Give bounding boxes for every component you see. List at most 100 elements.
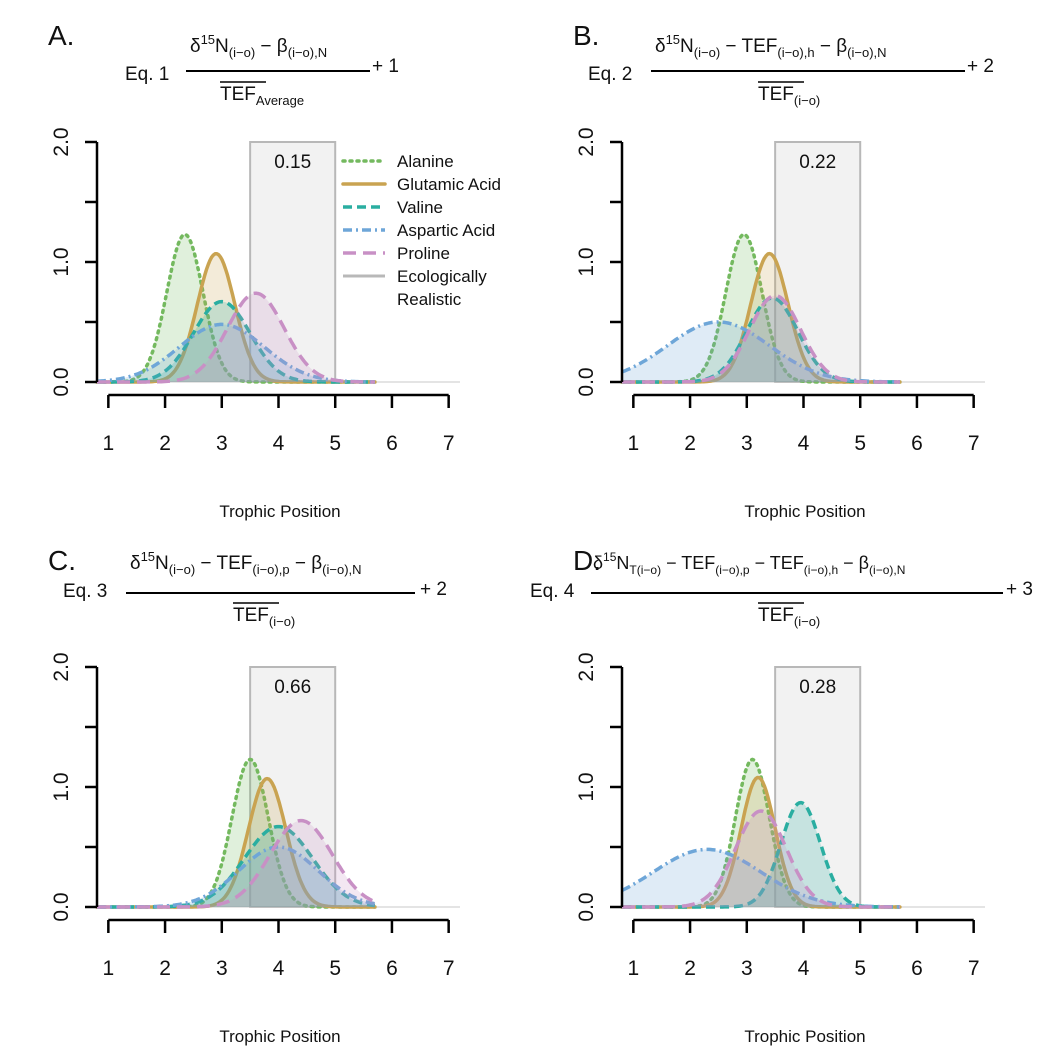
- y-tick-label: 1.0: [575, 772, 598, 801]
- density-fill-glutamic: [97, 778, 375, 907]
- x-tick-label: 3: [216, 432, 228, 455]
- x-tick-label: 5: [329, 957, 341, 980]
- x-tick-label: 3: [216, 957, 228, 980]
- equation-label: Eq. 3: [63, 581, 107, 602]
- y-tick-label: 0.0: [575, 892, 598, 921]
- panel-label: D.: [573, 545, 601, 576]
- density-fill-aspartic: [97, 324, 375, 382]
- legend-label: Ecologically: [397, 267, 487, 286]
- density-line-proline: [621, 809, 900, 909]
- panel-d: D. Eq. 4 δ15NT(i−o) − TEF(i−o),p − TEF(i−o…: [530, 545, 1033, 1046]
- overlap-value: 0.15: [274, 152, 311, 173]
- y-tick-label: 2.0: [575, 652, 598, 681]
- equation-numerator: δ15NT(i−o) − TEF(i−o),p − TEF(i−o),h − β…: [593, 550, 905, 577]
- x-tick-label: 3: [741, 432, 753, 455]
- density-fill-glutamic: [622, 253, 900, 382]
- y-tick-label: 2.0: [50, 652, 73, 681]
- legend-label: Valine: [397, 198, 443, 217]
- density-fill-valine: [97, 826, 375, 907]
- panel-label: C.: [48, 545, 76, 576]
- overlap-value: 0.22: [799, 152, 836, 173]
- legend: Alanine Glutamic Acid Valine Aspartic Acid P…: [341, 152, 501, 309]
- legend-label: Realistic: [397, 290, 462, 309]
- density-line-valine: [96, 299, 375, 384]
- x-tick-label: 1: [103, 957, 115, 980]
- overlap-value: 0.66: [274, 677, 311, 698]
- density-fill-valine: [622, 802, 900, 907]
- y-tick-label: 1.0: [50, 772, 73, 801]
- x-tick-label: 1: [628, 432, 640, 455]
- x-tick-label: 6: [911, 957, 923, 980]
- equation-constant: + 1: [372, 56, 399, 77]
- equation-numerator: δ15N(i−o) − TEF(i−o),h − β(i−o),N: [655, 32, 887, 60]
- overlap-value: 0.28: [799, 677, 836, 698]
- density-fill-alanine: [97, 234, 375, 382]
- equation-label: Eq. 2: [588, 64, 632, 85]
- x-axis-label: Trophic Position: [744, 502, 865, 521]
- equation-label: Eq. 1: [125, 64, 169, 85]
- density-fill-proline: [622, 295, 900, 382]
- x-tick-label: 6: [911, 432, 923, 455]
- density-fill-proline: [622, 811, 900, 907]
- panel-label: A.: [48, 20, 74, 51]
- panel-label: B.: [573, 20, 599, 51]
- y-tick-label: 0.0: [50, 892, 73, 921]
- y-tick-label: 0.0: [575, 367, 598, 396]
- legend-label: Proline: [397, 244, 450, 263]
- density-fill-alanine: [97, 759, 375, 907]
- x-tick-label: 2: [684, 432, 696, 455]
- x-tick-label: 5: [329, 432, 341, 455]
- density-line-proline: [621, 293, 900, 384]
- x-tick-label: 4: [798, 957, 810, 980]
- x-tick-label: 1: [628, 957, 640, 980]
- equation-constant: + 2: [420, 579, 447, 600]
- x-tick-label: 7: [968, 432, 980, 455]
- density-line-proline: [96, 818, 376, 909]
- density-line-aspartic: [621, 320, 900, 384]
- legend-label: Aspartic Acid: [397, 221, 495, 240]
- x-tick-label: 2: [684, 957, 696, 980]
- x-tick-label: 7: [443, 432, 455, 455]
- x-tick-label: 4: [273, 957, 285, 980]
- x-tick-label: 2: [159, 957, 171, 980]
- x-axis-label: Trophic Position: [744, 1027, 865, 1046]
- x-tick-label: 4: [798, 432, 810, 455]
- equation-constant: + 3: [1006, 579, 1033, 600]
- x-tick-label: 1: [103, 432, 115, 455]
- density-fill-glutamic: [622, 777, 900, 907]
- x-tick-label: 7: [968, 957, 980, 980]
- panel-a: A. Eq. 1 δ15N(i−o) − β(i−o),N TEFAverage + 1…: [48, 20, 501, 521]
- panel-b: B. Eq. 2 δ15N(i−o) − TEF(i−o),h − β(i−o),N…: [573, 20, 994, 521]
- equation-denominator: TEFAverage: [220, 84, 304, 108]
- panel-c: C. Eq. 3 δ15N(i−o) − TEF(i−o),p − β(i−o),N…: [48, 545, 460, 1046]
- density-fill-glutamic: [97, 253, 375, 382]
- density-line-aspartic: [621, 847, 900, 909]
- x-tick-label: 2: [159, 432, 171, 455]
- x-tick-label: 6: [386, 957, 398, 980]
- y-tick-label: 0.0: [50, 367, 73, 396]
- density-line-aspartic: [96, 322, 375, 384]
- x-tick-label: 7: [443, 957, 455, 980]
- x-tick-label: 5: [854, 432, 866, 455]
- equation-constant: + 2: [967, 56, 994, 77]
- equation-numerator: δ15N(i−o) − β(i−o),N: [190, 32, 327, 60]
- x-tick-label: 4: [273, 432, 285, 455]
- y-tick-label: 1.0: [50, 247, 73, 276]
- x-axis-label: Trophic Position: [219, 1027, 340, 1046]
- density-line-proline: [96, 291, 375, 384]
- density-fill-aspartic: [97, 847, 375, 907]
- y-tick-label: 2.0: [50, 127, 73, 156]
- x-axis-label: Trophic Position: [219, 502, 340, 521]
- equation-denominator: TEF(i−o): [758, 84, 820, 108]
- density-fill-proline: [97, 820, 375, 907]
- equation-denominator: TEF(i−o): [233, 605, 295, 629]
- equation-numerator: δ15N(i−o) − TEF(i−o),p − β(i−o),N: [130, 549, 362, 577]
- y-tick-label: 2.0: [575, 127, 598, 156]
- x-tick-label: 6: [386, 432, 398, 455]
- density-fill-alanine: [622, 759, 900, 907]
- x-tick-label: 3: [741, 957, 753, 980]
- density-fill-aspartic: [622, 322, 900, 382]
- legend-label: Alanine: [397, 152, 454, 171]
- legend-label: Glutamic Acid: [397, 175, 501, 194]
